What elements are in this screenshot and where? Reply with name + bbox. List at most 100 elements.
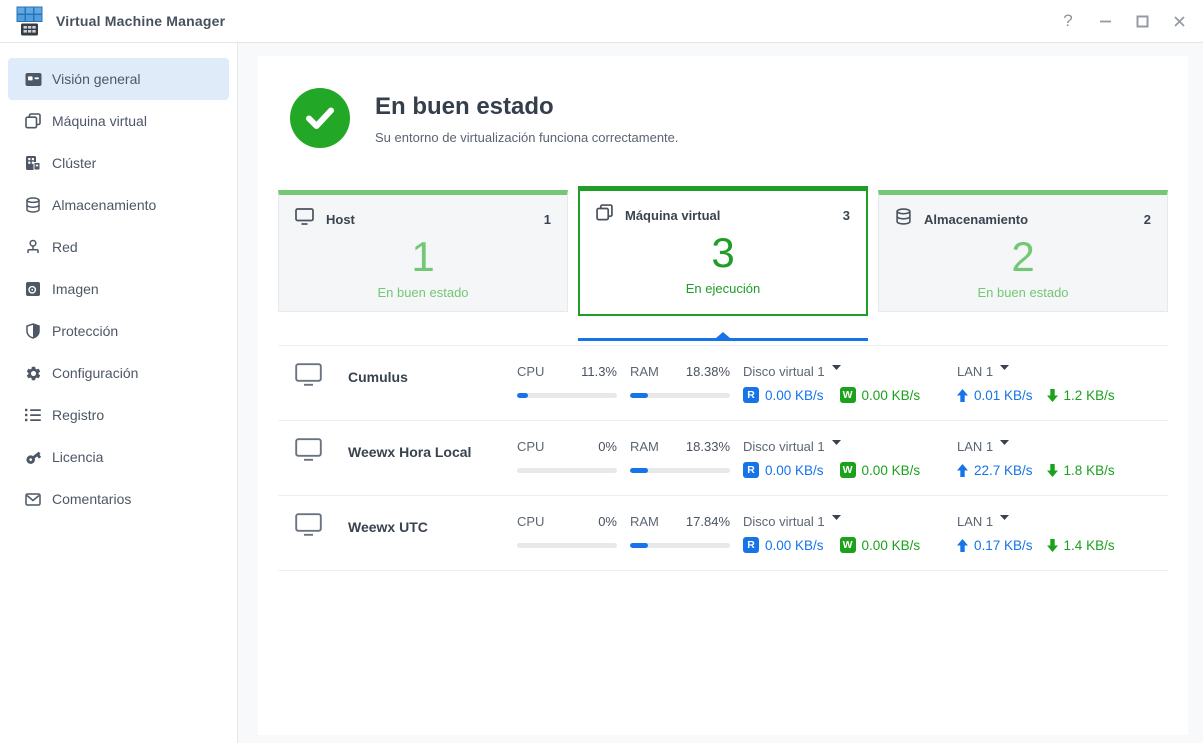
- storage-icon: [24, 197, 42, 213]
- maximize-icon[interactable]: [1134, 13, 1150, 29]
- cpu-value: 11.3%: [581, 363, 617, 379]
- host-monitor-icon: [295, 208, 314, 230]
- help-icon[interactable]: ?: [1063, 11, 1073, 30]
- status-title: En buen estado: [375, 93, 554, 120]
- lan-block: LAN 1 0.17 KB/s 1.4 KB/s: [957, 513, 1168, 554]
- ram-progressbar: [630, 542, 730, 548]
- sidebar-item-vision-general[interactable]: Visión general: [8, 58, 229, 100]
- card-value: 3: [711, 229, 735, 276]
- sidebar-item-label: Licencia: [52, 449, 104, 465]
- sidebar-item-maquina-virtual[interactable]: Máquina virtual: [8, 100, 229, 142]
- vm-row-cumulus[interactable]: Cumulus CPU 11.3% RAM 18.38% Disco virtual…: [278, 346, 1168, 421]
- sidebar-item-label: Configuración: [52, 365, 139, 381]
- cpu-progressbar: [517, 392, 617, 398]
- vm-copy-icon: [596, 204, 613, 226]
- disk-block: Disco virtual 1 R 0.00 KB/s W 0.00 KB/s: [743, 513, 957, 554]
- read-badge-icon: R: [743, 387, 759, 403]
- card-maquina-virtual[interactable]: Máquina virtual 3 3 En ejecución: [578, 186, 868, 316]
- sidebar-item-red[interactable]: Red: [8, 226, 229, 268]
- ram-label: RAM: [630, 438, 659, 454]
- lan-upload: 0.01 KB/s: [957, 388, 1033, 403]
- overview-panel: En buen estado Su entorno de virtualizac…: [258, 56, 1188, 735]
- card-almacenamiento[interactable]: Almacenamiento 2 2 En buen estado: [878, 190, 1168, 312]
- ram-label: RAM: [630, 513, 659, 529]
- image-icon: [24, 281, 42, 297]
- lan-download: 1.4 KB/s: [1046, 538, 1115, 553]
- lan-dropdown[interactable]: LAN 1: [957, 514, 1010, 529]
- lan-upload: 22.7 KB/s: [957, 463, 1033, 478]
- card-status: En buen estado: [977, 285, 1069, 300]
- disk-dropdown[interactable]: Disco virtual 1: [743, 439, 841, 454]
- sidebar-item-label: Registro: [52, 407, 105, 423]
- cpu-label: CPU: [517, 438, 545, 454]
- cpu-value: 0%: [598, 513, 617, 529]
- virtual-machine-icon: [24, 113, 42, 129]
- sidebar-item-proteccion[interactable]: Protección: [8, 310, 229, 352]
- sidebar-item-cluster[interactable]: Clúster: [8, 142, 229, 184]
- card-host[interactable]: Host 1 1 En buen estado: [278, 190, 568, 312]
- sidebar-item-label: Imagen: [52, 281, 99, 297]
- cpu-label: CPU: [517, 363, 545, 379]
- ram-meter: RAM 18.33%: [630, 438, 730, 479]
- ram-value: 18.38%: [685, 363, 730, 379]
- vm-monitor-icon: [295, 363, 322, 391]
- vmm-app-icon: [13, 6, 45, 37]
- lan-dropdown[interactable]: LAN 1: [957, 364, 1010, 379]
- health-status-header: En buen estado Su entorno de virtualizac…: [290, 88, 679, 148]
- cpu-meter: CPU 11.3%: [517, 363, 617, 404]
- disk-dropdown[interactable]: Disco virtual 1: [743, 514, 841, 529]
- lan-block: LAN 1 22.7 KB/s 1.8 KB/s: [957, 438, 1168, 479]
- minimize-icon[interactable]: [1097, 13, 1113, 29]
- sidebar-item-imagen[interactable]: Imagen: [8, 268, 229, 310]
- card-title: Almacenamiento: [924, 211, 1029, 227]
- down-arrow-icon: [1046, 388, 1058, 402]
- ram-meter: RAM 18.38%: [630, 363, 730, 404]
- disk-read: R 0.00 KB/s: [743, 462, 824, 478]
- card-title: Máquina virtual: [625, 207, 721, 223]
- status-subtitle: Su entorno de virtualización funciona co…: [375, 130, 679, 145]
- main-area: En buen estado Su entorno de virtualizac…: [238, 43, 1203, 743]
- titlebar: Virtual Machine Manager ?: [0, 0, 1203, 43]
- cpu-progressbar: [517, 467, 617, 473]
- healthy-check-icon: [290, 88, 350, 148]
- disk-write: W 0.00 KB/s: [839, 537, 920, 553]
- sidebar-item-label: Comentarios: [52, 491, 132, 507]
- ram-progressbar: [630, 467, 730, 473]
- disk-dropdown[interactable]: Disco virtual 1: [743, 364, 841, 379]
- write-badge-icon: W: [839, 387, 856, 403]
- cpu-value: 0%: [598, 438, 617, 454]
- sidebar-item-licencia[interactable]: Licencia: [8, 436, 229, 478]
- health-status-text: En buen estado Su entorno de virtualizac…: [375, 88, 679, 148]
- lan-dropdown[interactable]: LAN 1: [957, 439, 1010, 454]
- card-title: Host: [326, 211, 355, 227]
- ram-value: 18.33%: [685, 438, 730, 454]
- sidebar-item-comentarios[interactable]: Comentarios: [8, 478, 229, 520]
- summary-cards: Host 1 1 En buen estado Máquina virtual …: [278, 186, 1168, 316]
- ram-value: 17.84%: [685, 513, 730, 529]
- vm-identity: Weewx Hora Local: [278, 438, 517, 466]
- sidebar-item-label: Visión general: [52, 71, 141, 87]
- ram-meter: RAM 17.84%: [630, 513, 730, 554]
- window-controls: ?: [1060, 11, 1203, 30]
- network-icon: [24, 239, 42, 255]
- vm-row-weewx-hora-local[interactable]: Weewx Hora Local CPU 0% RAM 18.33% Disco v…: [278, 421, 1168, 496]
- key-icon: [24, 449, 42, 466]
- close-icon[interactable]: [1171, 13, 1187, 29]
- cluster-icon: [24, 155, 42, 171]
- sidebar: Visión general Máquina virtual Clúster A…: [0, 43, 238, 743]
- card-status: En ejecución: [685, 281, 761, 296]
- down-arrow-icon: [1046, 538, 1058, 552]
- card-value: 2: [1011, 233, 1035, 280]
- log-list-icon: [24, 408, 42, 422]
- disk-read: R 0.00 KB/s: [743, 537, 824, 553]
- shield-icon: [24, 323, 42, 339]
- selected-card-indicator: [578, 338, 868, 341]
- sidebar-item-configuracion[interactable]: Configuración: [8, 352, 229, 394]
- card-status: En buen estado: [377, 285, 469, 300]
- sidebar-item-almacenamiento[interactable]: Almacenamiento: [8, 184, 229, 226]
- vm-monitor-icon: [295, 438, 322, 466]
- card-count: 3: [842, 207, 850, 223]
- sidebar-item-registro[interactable]: Registro: [8, 394, 229, 436]
- vm-identity: Cumulus: [278, 363, 517, 391]
- vm-row-weewx-utc[interactable]: Weewx UTC CPU 0% RAM 17.84% Disco virtual …: [278, 496, 1168, 571]
